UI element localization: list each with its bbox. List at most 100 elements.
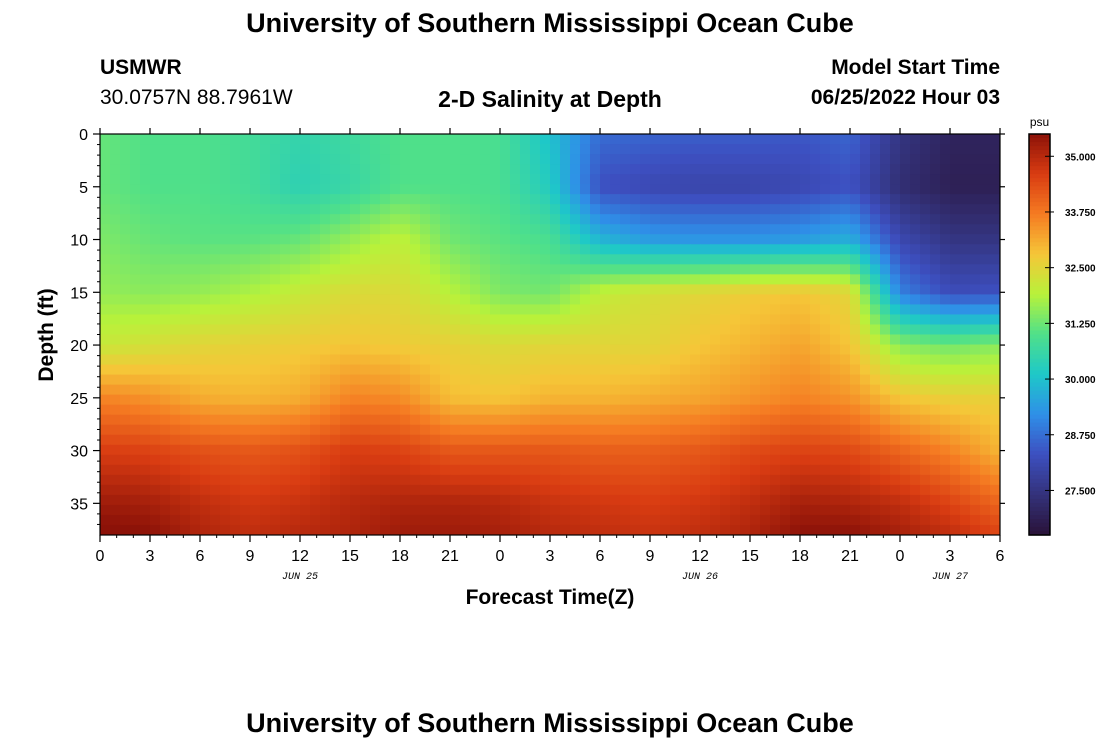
heatmap-cell — [720, 234, 731, 245]
heatmap-cell — [400, 224, 411, 235]
heatmap-cell — [760, 334, 771, 346]
heatmap-cell — [180, 154, 191, 165]
heatmap-cell — [920, 324, 931, 336]
heatmap-cell — [470, 174, 481, 185]
heatmap-cell — [540, 174, 551, 185]
heatmap-cell — [340, 384, 351, 396]
heatmap-cell — [630, 164, 641, 175]
heatmap-cell — [250, 144, 261, 155]
heatmap-cell — [950, 494, 961, 506]
heatmap-cell — [100, 354, 111, 366]
heatmap-cell — [830, 284, 841, 295]
heatmap-cell — [250, 164, 261, 175]
heatmap-cell — [830, 434, 841, 446]
heatmap-cell — [160, 434, 171, 446]
heatmap-cell — [500, 174, 511, 185]
heatmap-cell — [880, 384, 891, 396]
heatmap-cell — [920, 354, 931, 366]
heatmap-cell — [600, 474, 611, 486]
heatmap-cell — [510, 204, 521, 215]
heatmap-cell — [910, 264, 921, 275]
heatmap-cell — [890, 204, 901, 215]
heatmap-cell — [980, 424, 991, 436]
heatmap-cell — [890, 494, 901, 506]
y-tick-label: 15 — [70, 285, 88, 302]
heatmap-cell — [200, 244, 211, 255]
heatmap-cell — [460, 384, 471, 396]
heatmap-cell — [110, 324, 121, 336]
heatmap-cell — [250, 264, 261, 275]
heatmap-cell — [470, 494, 481, 506]
heatmap-cell — [470, 244, 481, 255]
heatmap-cell — [760, 244, 771, 255]
heatmap-cell — [570, 504, 581, 516]
heatmap-cell — [150, 454, 161, 466]
heatmap-cell — [170, 274, 181, 285]
heatmap-cell — [900, 174, 911, 185]
heatmap-cell — [420, 514, 431, 526]
heatmap-cell — [910, 134, 921, 145]
y-tick-label: 35 — [70, 496, 88, 513]
heatmap-cell — [180, 174, 191, 185]
heatmap-cell — [230, 524, 241, 535]
heatmap-cell — [640, 214, 651, 225]
heatmap-cell — [630, 394, 641, 406]
colorbar-segment — [1029, 286, 1050, 291]
heatmap-cell — [280, 494, 291, 506]
heatmap-cell — [920, 474, 931, 486]
heatmap-cell — [930, 444, 941, 456]
heatmap-cell — [330, 204, 341, 215]
heatmap-cell — [310, 144, 321, 155]
heatmap-cell — [140, 144, 151, 155]
heatmap-cell — [220, 324, 231, 336]
heatmap-cell — [880, 314, 891, 326]
heatmap-cell — [470, 414, 481, 426]
heatmap-cell — [500, 144, 511, 155]
heatmap-cell — [770, 274, 781, 285]
heatmap-cell — [420, 294, 431, 306]
heatmap-cell — [540, 354, 551, 366]
heatmap-cell — [670, 274, 681, 285]
heatmap-cell — [210, 144, 221, 155]
heatmap-cell — [250, 174, 261, 185]
heatmap-cell — [140, 454, 151, 466]
heatmap-cell — [590, 444, 601, 456]
heatmap-cell — [400, 304, 411, 316]
heatmap-cell — [210, 364, 221, 376]
heatmap-cell — [480, 264, 491, 275]
heatmap-cell — [130, 494, 141, 506]
heatmap-cell — [500, 284, 511, 295]
heatmap-cell — [350, 184, 361, 195]
heatmap-cell — [240, 434, 251, 446]
heatmap-cell — [360, 294, 371, 306]
heatmap-cell — [100, 164, 111, 175]
heatmap-cell — [710, 384, 721, 396]
heatmap-cell — [710, 214, 721, 225]
heatmap-cell — [490, 144, 501, 155]
colorbar-segment — [1029, 398, 1050, 404]
heatmap-cell — [190, 194, 201, 205]
heatmap-cell — [340, 134, 351, 145]
heatmap-cell — [640, 294, 651, 306]
heatmap-cell — [450, 144, 461, 155]
heatmap-cell — [990, 374, 1000, 386]
heatmap-cell — [730, 294, 741, 306]
heatmap-cell — [290, 134, 301, 145]
heatmap-cell — [930, 304, 941, 316]
heatmap-cell — [730, 244, 741, 255]
heatmap-cell — [750, 224, 761, 235]
heatmap-cell — [790, 474, 801, 486]
heatmap-cell — [950, 194, 961, 205]
heatmap-cell — [280, 154, 291, 165]
heatmap-cell — [300, 314, 311, 326]
heatmap-cell — [340, 184, 351, 195]
heatmap-cell — [210, 194, 221, 205]
heatmap-cell — [490, 224, 501, 235]
heatmap-cell — [470, 214, 481, 225]
heatmap-cell — [480, 154, 491, 165]
heatmap-cell — [320, 394, 331, 406]
heatmap-cell — [310, 454, 321, 466]
heatmap-cell — [810, 324, 821, 336]
heatmap-cell — [880, 154, 891, 165]
heatmap-cell — [880, 524, 891, 535]
